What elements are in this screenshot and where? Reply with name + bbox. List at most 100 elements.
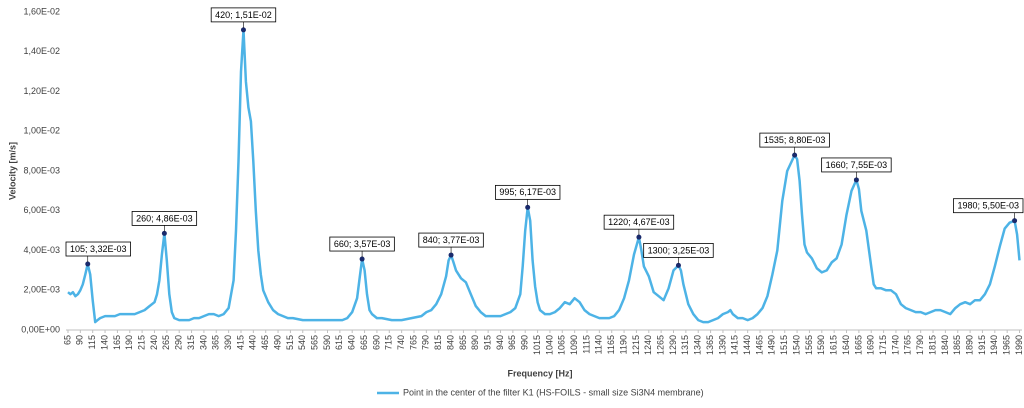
- annotation: 995; 6,17E-03: [495, 184, 561, 206]
- y-tick-label: 1,20E-02: [23, 86, 60, 96]
- x-tick-label: 515: [285, 335, 295, 350]
- x-tick-label: 1640: [841, 335, 851, 355]
- x-tick-label: 1540: [791, 335, 801, 355]
- annotation-label: 420; 1,51E-02: [215, 10, 272, 20]
- peak-marker: [525, 204, 531, 210]
- x-tick-label: 290: [174, 335, 184, 350]
- x-tick-label: 265: [161, 335, 171, 350]
- x-tick-label: 1215: [631, 335, 641, 355]
- x-tick-label: 1265: [656, 335, 666, 355]
- x-tick-label: 1765: [903, 335, 913, 355]
- x-tick-label: 115: [87, 335, 97, 349]
- x-tick-label: 165: [112, 335, 122, 350]
- y-tick-label: 1,00E-02: [23, 126, 60, 136]
- annotation-label: 660; 3,57E-03: [334, 239, 391, 249]
- x-tick-label: 90: [75, 335, 85, 345]
- annotation: 420; 1,51E-02: [210, 7, 277, 28]
- x-tick-label: 590: [322, 335, 332, 350]
- x-tick-label: 765: [408, 335, 418, 350]
- x-tick-label: 1390: [717, 335, 727, 355]
- x-tick-label: 1840: [940, 335, 950, 355]
- annotation: 105; 3,32E-03: [65, 241, 131, 263]
- x-tick-label: 1440: [742, 335, 752, 355]
- annotation: 1535; 8,80E-03: [759, 132, 830, 154]
- x-tick-label: 690: [371, 335, 381, 350]
- x-tick-label: 665: [359, 335, 369, 350]
- x-tick-label: 990: [520, 335, 530, 350]
- annotation-label: 1300; 3,25E-03: [648, 245, 710, 255]
- annotation-box: [65, 241, 131, 257]
- x-tick-label: 465: [260, 335, 270, 350]
- x-tick-label: 1565: [804, 335, 814, 355]
- x-tick-label: 565: [310, 335, 320, 350]
- x-tick-label: 1415: [730, 335, 740, 355]
- x-tick-label: 1090: [569, 335, 579, 355]
- y-tick-label: 1,40E-02: [23, 46, 60, 56]
- x-tick-label: 1115: [581, 335, 591, 354]
- annotation-label: 1660; 7,55E-03: [826, 160, 888, 170]
- x-tick-label: 1165: [606, 335, 616, 354]
- x-tick-label: 315: [186, 335, 196, 350]
- x-tick-label: 1240: [643, 335, 653, 355]
- x-tick-label: 1015: [532, 335, 542, 355]
- y-tick-label: 2,00E-03: [23, 285, 60, 295]
- x-tick-label: 540: [297, 335, 307, 350]
- peak-marker: [636, 234, 642, 240]
- annotation-label: 105; 3,32E-03: [70, 244, 127, 254]
- annotation-label: 260; 4,86E-03: [136, 213, 193, 223]
- peak-marker: [240, 27, 246, 33]
- y-tick-label: 0,00E+00: [21, 324, 60, 334]
- peak-marker: [792, 152, 798, 158]
- x-tick-label: 1715: [878, 335, 888, 355]
- annotation-label: 1535; 8,80E-03: [764, 135, 826, 145]
- annotation-label: 1220; 4,67E-03: [608, 217, 670, 227]
- x-tick-label: 1515: [779, 335, 789, 355]
- y-tick-label: 4,00E-03: [23, 245, 60, 255]
- x-tick-label: 1615: [829, 335, 839, 355]
- annotation: 840; 3,77E-03: [418, 232, 484, 254]
- x-tick-label: 190: [124, 335, 134, 350]
- x-axis-title: Frequency [Hz]: [507, 368, 572, 378]
- x-tick-label: 1140: [594, 335, 604, 354]
- annotation-label: 995; 6,17E-03: [499, 187, 556, 197]
- x-tick-label: 1590: [816, 335, 826, 355]
- x-tick-label: 1315: [680, 335, 690, 355]
- x-tick-label: 1190: [618, 335, 628, 354]
- x-tick-label: 1665: [853, 335, 863, 355]
- peak-marker: [853, 177, 859, 183]
- annotation: 260; 4,86E-03: [131, 211, 198, 232]
- peak-marker: [1012, 218, 1018, 224]
- x-tick-label: 865: [458, 335, 468, 350]
- x-tick-label: 365: [211, 335, 221, 350]
- x-tick-label: 1290: [668, 335, 678, 355]
- x-tick-label: 340: [198, 335, 208, 350]
- x-tick-label: 390: [223, 335, 233, 350]
- annotation: 1300; 3,25E-03: [643, 243, 714, 264]
- y-tick-label: 1,60E-02: [23, 6, 60, 16]
- x-tick-label: 640: [347, 335, 357, 350]
- x-tick-label: 490: [272, 335, 282, 350]
- x-tick-label: 940: [495, 335, 505, 350]
- x-tick-label: 440: [248, 335, 258, 350]
- x-tick-label: 965: [507, 335, 517, 350]
- x-tick-label: 1465: [754, 335, 764, 355]
- x-tick-label: 240: [149, 335, 159, 350]
- x-tick-label: 1990: [1014, 335, 1024, 355]
- annotation: 1220; 4,67E-03: [603, 214, 675, 236]
- peak-marker: [675, 262, 681, 268]
- x-tick-label: 1065: [557, 335, 567, 355]
- x-tick-label: 1740: [890, 335, 900, 355]
- x-tick-label: 815: [433, 335, 443, 350]
- x-tick-label: 890: [470, 335, 480, 350]
- x-tick-label: 215: [136, 335, 146, 350]
- x-tick-label: 915: [483, 335, 493, 350]
- x-tick-label: 840: [445, 335, 455, 350]
- x-tick-label: 1365: [705, 335, 715, 355]
- annotation: 660; 3,57E-03: [329, 236, 395, 258]
- y-tick-label: 6,00E-03: [23, 205, 60, 215]
- legend-label: Point in the center of the filter K1 (HS…: [403, 387, 704, 397]
- x-tick-label: 1490: [767, 335, 777, 355]
- x-tick-label: 1815: [927, 335, 937, 355]
- x-tick-label: 1915: [977, 335, 987, 355]
